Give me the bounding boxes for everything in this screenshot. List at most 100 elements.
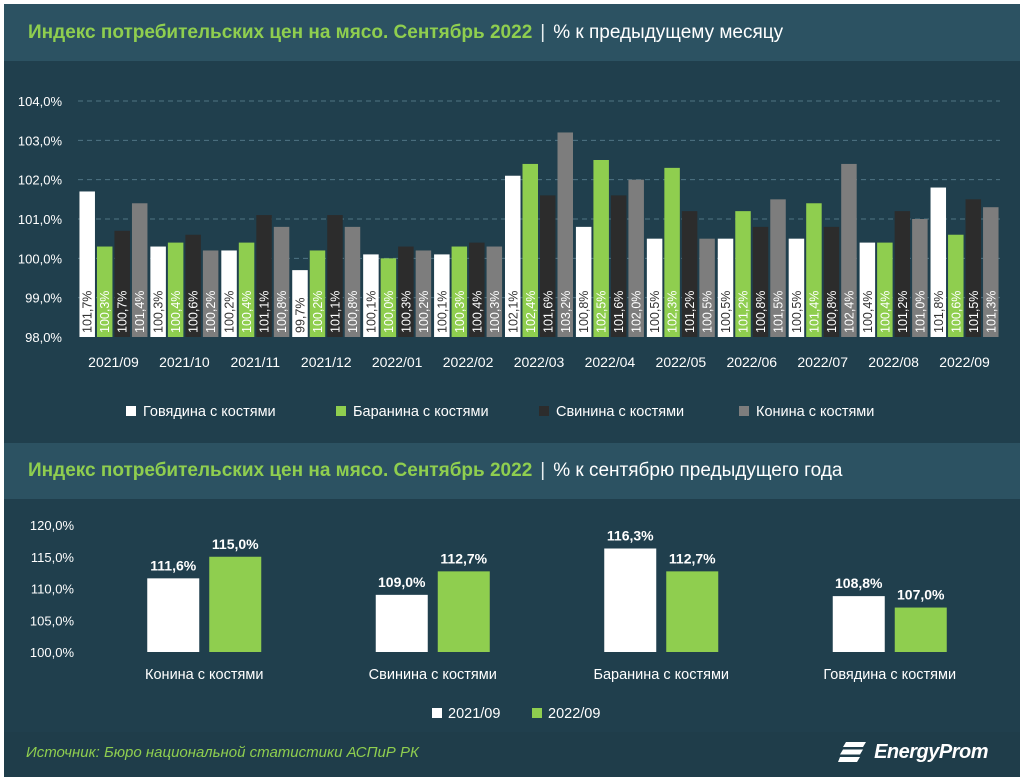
bar <box>557 132 573 337</box>
bar <box>202 250 219 337</box>
bar <box>832 596 885 652</box>
data-label: 100,8% <box>825 291 839 333</box>
y-tick-label: 100,0% <box>30 645 75 660</box>
x-tick-label: 2022/08 <box>868 354 919 370</box>
bar <box>469 242 485 337</box>
infographic: Индекс потребительских цен на мясо. Сент… <box>4 4 1020 777</box>
bar <box>380 258 397 337</box>
x-tick-label: 2021/09 <box>88 354 139 370</box>
bar <box>209 556 262 652</box>
bar <box>131 203 148 337</box>
data-label: 100,5% <box>648 291 662 333</box>
data-label: 100,2% <box>204 291 218 333</box>
bar <box>770 199 786 337</box>
bar <box>150 246 166 337</box>
bar <box>505 175 521 337</box>
legend-label: Конина с костями <box>756 404 874 420</box>
top-chart-title: Индекс потребительских цен на мясо. Сент… <box>28 21 533 43</box>
bar <box>256 215 272 337</box>
data-label: 100,4% <box>169 291 183 333</box>
legend-swatch <box>739 406 749 416</box>
data-label: 100,2% <box>223 291 237 333</box>
legend-swatch <box>532 708 542 718</box>
data-label: 100,5% <box>790 291 804 333</box>
bar <box>185 234 201 337</box>
bar <box>823 226 840 337</box>
bar <box>437 571 490 652</box>
legend-swatch <box>432 708 442 718</box>
data-label: 109,0% <box>378 574 426 590</box>
bar <box>877 242 893 337</box>
monthly-cpi-chart: 98,0% 99,0% 100,0% 101,0% 102,0% 103,0% 104,0%… <box>18 94 1000 420</box>
data-label: 102,4% <box>524 291 538 333</box>
bar <box>948 234 964 337</box>
bar <box>363 254 379 337</box>
data-label: 101,4% <box>807 291 821 333</box>
y-tick-label: 98,0% <box>25 330 62 345</box>
data-label: 102,5% <box>595 291 609 333</box>
bar <box>983 207 999 337</box>
bar <box>859 242 876 337</box>
data-label: 100,2% <box>311 291 325 333</box>
data-label: 101,8% <box>932 291 946 333</box>
data-label: 112,7% <box>669 550 716 566</box>
data-label: 111,6% <box>150 557 196 573</box>
logo-text: EnergyProm <box>874 740 988 763</box>
bar <box>788 238 805 337</box>
footer: Источник: Бюро национальной статистики А… <box>4 732 1020 777</box>
bar <box>664 167 680 337</box>
bar <box>375 594 428 652</box>
y-tick-label: 104,0% <box>18 94 63 109</box>
data-label: 101,0% <box>913 291 927 333</box>
bar <box>965 199 982 337</box>
legend-label: 2022/09 <box>548 706 600 722</box>
legend-label: Свинина с костями <box>556 404 684 420</box>
x-tick-label: Свинина с костями <box>369 667 497 683</box>
title-separator: | <box>540 21 546 43</box>
y-tick-label: 103,0% <box>18 133 63 148</box>
x-tick-label: 2022/04 <box>585 354 636 370</box>
bar <box>434 254 450 337</box>
data-label: 102,4% <box>842 291 856 333</box>
data-label: 102,0% <box>630 291 644 333</box>
bar <box>841 163 857 337</box>
x-tick-label: 2022/03 <box>514 354 565 370</box>
bar <box>752 226 769 337</box>
bar <box>309 250 326 337</box>
bar <box>147 578 200 652</box>
x-tick-label: 2021/12 <box>301 354 352 370</box>
bar <box>717 238 734 337</box>
bar <box>666 571 719 652</box>
bar <box>806 203 822 337</box>
x-tick-label: Говядина с костями <box>823 667 956 683</box>
bar <box>646 238 663 337</box>
x-tick-label: 2022/01 <box>372 354 423 370</box>
y-tick-label: 100,0% <box>18 251 63 266</box>
legend-swatch <box>126 406 136 416</box>
data-label: 100,4% <box>240 291 254 333</box>
bar <box>894 211 911 337</box>
data-label: 100,0% <box>382 291 396 333</box>
bar <box>604 548 657 652</box>
bar <box>486 246 503 337</box>
bottom-chart-panel: 100,0% 105,0% 110,0% 115,0% 120,0% 111,6% 115,… <box>4 499 1020 732</box>
data-label: 108,8% <box>835 575 883 591</box>
data-label: 101,3% <box>984 291 998 333</box>
data-label: 103,2% <box>559 291 573 333</box>
data-label: 101,4% <box>133 291 147 333</box>
yearly-cpi-chart: 100,0% 105,0% 110,0% 115,0% 120,0% 111,6% 115,… <box>30 518 956 722</box>
data-label: 112,7% <box>440 550 487 566</box>
y-tick-label: 99,0% <box>25 291 62 306</box>
bar <box>238 242 255 337</box>
top-chart-panel: 98,0% 99,0% 100,0% 101,0% 102,0% 103,0% 104,0%… <box>4 61 1020 443</box>
x-tick-label: 2022/05 <box>656 354 707 370</box>
bar <box>415 250 432 337</box>
bar <box>292 270 308 337</box>
y-tick-label: 110,0% <box>31 582 75 597</box>
bar <box>930 187 947 337</box>
data-label: 101,2% <box>896 291 910 333</box>
bar <box>610 195 627 337</box>
x-tick-label: 2021/11 <box>231 354 281 370</box>
x-tick-label: 2021/10 <box>159 354 210 370</box>
energyprom-logo: EnergyProm <box>838 740 988 764</box>
